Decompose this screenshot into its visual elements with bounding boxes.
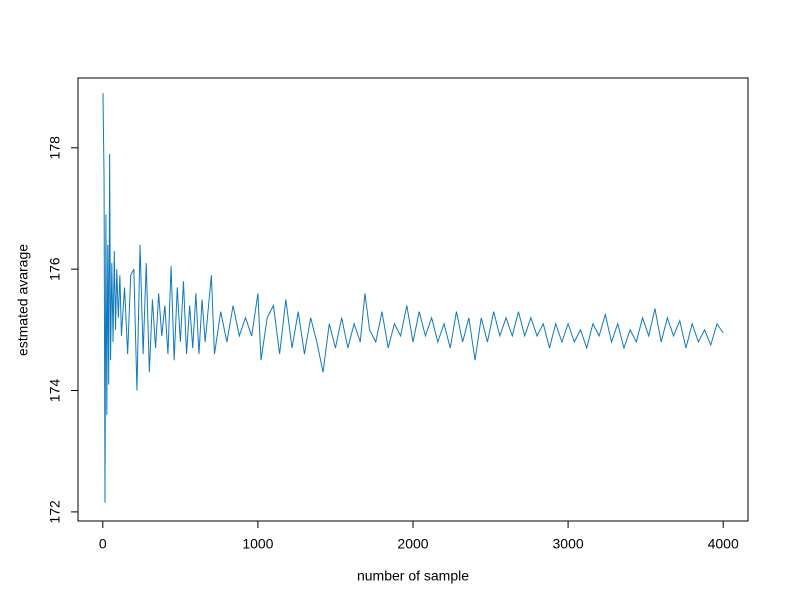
y-tick-label: 172 [47, 500, 63, 524]
x-tick-label: 4000 [708, 536, 739, 552]
x-tick-label: 1000 [242, 536, 273, 552]
x-tick-label: 3000 [553, 536, 584, 552]
x-tick-label: 0 [99, 536, 107, 552]
plot-box [77, 77, 749, 522]
data-line [102, 93, 724, 503]
x-tick-label: 2000 [397, 536, 428, 552]
y-axis-label: estmated avarage [15, 244, 31, 356]
x-axis-label: number of sample [357, 568, 469, 584]
y-tick-label: 176 [47, 257, 63, 281]
y-tick-label: 174 [47, 379, 63, 403]
y-tick-label: 178 [47, 136, 63, 160]
